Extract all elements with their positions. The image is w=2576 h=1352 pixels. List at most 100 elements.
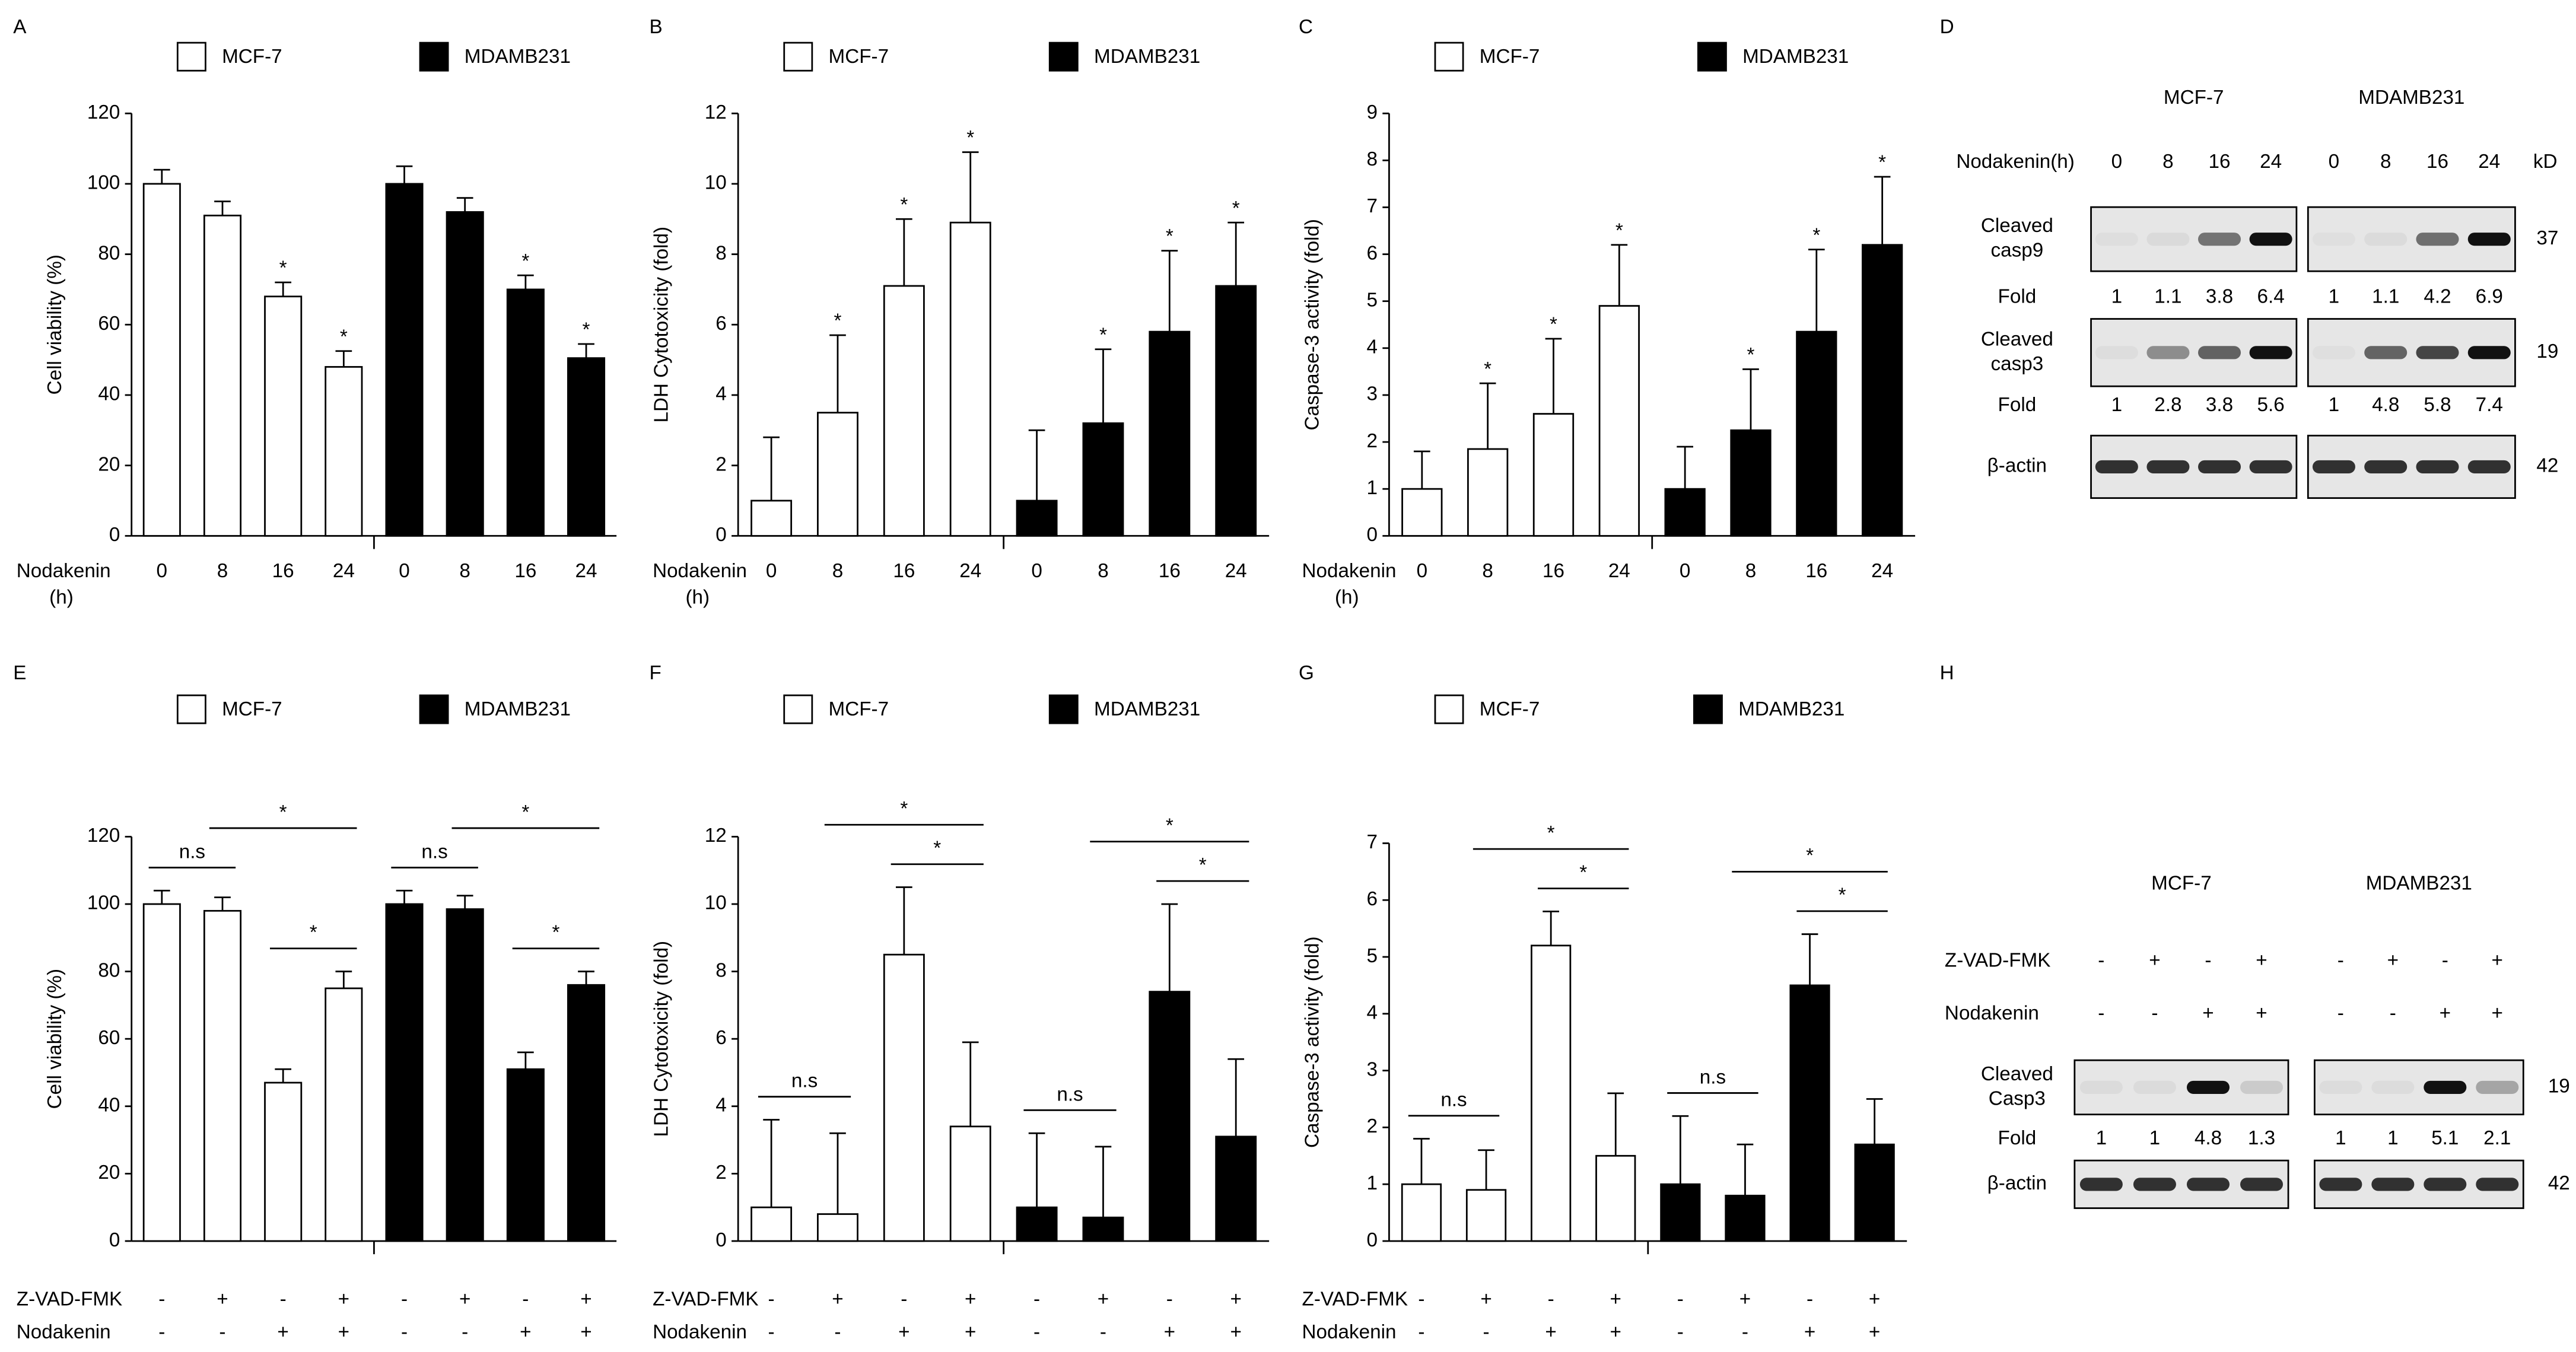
fold-value: 1 — [2149, 1127, 2160, 1149]
condition-level: - — [401, 1321, 408, 1343]
y-tick-label: 6 — [1367, 242, 1378, 264]
band — [2095, 460, 2138, 473]
legend-label: MCF-7 — [829, 698, 889, 720]
comparison-label: n.s — [421, 841, 447, 863]
x-tick-label: 0 — [1417, 560, 1427, 582]
x-axis-title: (h) — [1335, 586, 1359, 608]
bar — [1149, 991, 1191, 1242]
band — [2416, 346, 2459, 360]
significance-mark: * — [583, 319, 590, 341]
panel-letter: F — [650, 662, 662, 684]
group-label: MCF-7 — [2164, 87, 2224, 109]
legend-swatch — [1434, 42, 1464, 72]
condition-level: - — [1166, 1289, 1173, 1310]
bar — [142, 903, 181, 1242]
header-level: + — [2387, 950, 2399, 972]
x-tick-label: 0 — [157, 560, 167, 582]
bar — [1467, 448, 1509, 537]
condition-level: - — [158, 1289, 165, 1310]
bar — [203, 909, 242, 1242]
x-tick-label: 24 — [959, 560, 981, 582]
band — [2416, 233, 2459, 246]
legend-swatch — [1434, 694, 1464, 724]
band — [2249, 346, 2292, 360]
condition-level: + — [1610, 1321, 1621, 1343]
bar — [949, 221, 991, 537]
bar — [1664, 488, 1706, 537]
bar — [750, 1206, 793, 1242]
comparison-label: * — [1547, 822, 1555, 844]
fold-value: 1.1 — [2154, 285, 2181, 307]
bar — [1016, 1206, 1058, 1242]
bar — [1862, 244, 1903, 537]
header-level: 8 — [2380, 151, 2391, 173]
band — [2197, 346, 2241, 360]
significance-mark: * — [834, 310, 841, 332]
fold-value: 4.8 — [2372, 394, 2399, 416]
significance-mark: * — [1232, 198, 1240, 219]
condition-level: - — [1418, 1321, 1424, 1343]
legend-label: MDAMB231 — [1738, 698, 1844, 720]
y-tick-label: 2 — [1367, 1115, 1378, 1137]
legend-label: MCF-7 — [222, 46, 282, 68]
row-label: Fold — [1998, 394, 2037, 416]
bar — [446, 211, 484, 537]
row-label: Fold — [1998, 1127, 2037, 1149]
y-tick-label: 0 — [1367, 524, 1378, 546]
condition-name: Z-VAD-FMK — [17, 1289, 122, 1310]
comparison-label: * — [552, 922, 559, 944]
bar — [1215, 1135, 1257, 1242]
condition-level: + — [580, 1321, 591, 1343]
comparison-label: * — [1839, 885, 1846, 906]
condition-level: + — [338, 1289, 349, 1310]
header-level: 0 — [2111, 151, 2122, 173]
band — [2467, 346, 2511, 360]
header-level: - — [2205, 950, 2211, 972]
header-name: Z-VAD-FMK — [1945, 950, 2050, 972]
x-tick-label: 16 — [1543, 560, 1564, 582]
header-level: + — [2256, 1002, 2267, 1024]
bar — [1660, 1183, 1701, 1242]
condition-level: - — [219, 1321, 225, 1343]
condition-name: Z-VAD-FMK — [653, 1289, 758, 1310]
band — [2240, 1178, 2284, 1191]
header-level: 8 — [2162, 151, 2173, 173]
y-tick-label: 10 — [705, 172, 727, 194]
bar — [1796, 330, 1837, 537]
y-tick-label: 20 — [98, 1162, 120, 1184]
y-tick-label: 5 — [1367, 289, 1378, 311]
legend-swatch — [419, 694, 449, 724]
bar — [817, 412, 858, 537]
y-axis-title: Cell viability (%) — [44, 255, 66, 395]
blot-box — [2313, 1059, 2524, 1116]
group-label: MDAMB231 — [2358, 87, 2464, 109]
header-level: - — [2442, 950, 2448, 972]
comparison-label: n.s — [1057, 1083, 1083, 1105]
y-tick-label: 100 — [87, 892, 120, 914]
bar — [750, 500, 793, 537]
comparison-label: n.s — [1700, 1066, 1726, 1088]
y-tick-label: 8 — [1367, 148, 1378, 170]
bar — [325, 366, 363, 537]
header-level: + — [2202, 1002, 2214, 1024]
y-tick-label: 3 — [1367, 383, 1378, 405]
header-level: 24 — [2478, 151, 2500, 173]
significance-mark: * — [521, 250, 529, 272]
condition-level: + — [1480, 1289, 1491, 1310]
x-tick-label: 16 — [272, 560, 294, 582]
y-tick-label: 0 — [715, 524, 726, 546]
condition-level: - — [1483, 1321, 1490, 1343]
y-tick-label: 12 — [705, 825, 727, 847]
condition-level: + — [965, 1289, 976, 1310]
significance-mark: * — [1484, 358, 1491, 380]
y-axis-title: LDH Cytotoxicity (fold) — [650, 227, 672, 423]
comparison-label: * — [1166, 815, 1173, 837]
band — [2079, 1080, 2123, 1094]
x-axis-title: Nodakenin — [17, 560, 111, 582]
x-tick-label: 16 — [1805, 560, 1827, 582]
band — [2467, 460, 2511, 473]
bar — [1725, 1194, 1766, 1242]
band — [2146, 460, 2190, 473]
header-level: 24 — [2260, 151, 2282, 173]
